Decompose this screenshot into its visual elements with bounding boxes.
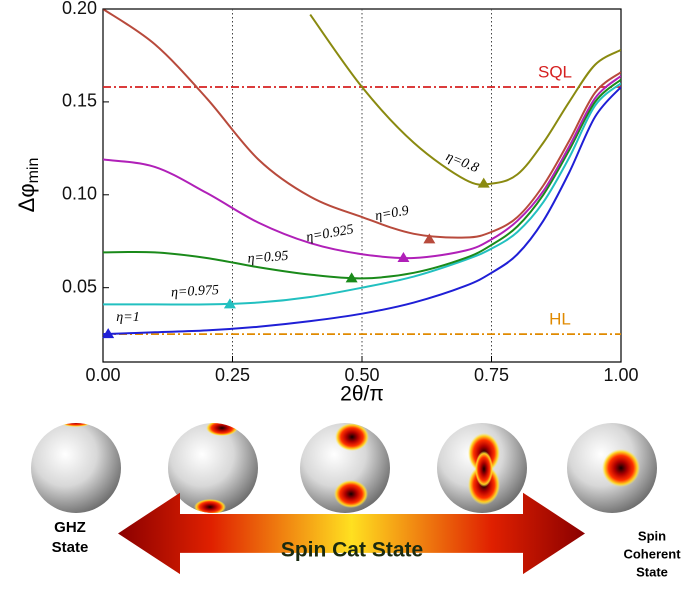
y-axis-label-main: Δφ [14,183,39,212]
curves [103,9,621,336]
sphere [300,423,390,513]
sphere [567,423,657,513]
spheres [31,423,657,513]
left-label: GHZ [54,519,86,536]
series-label: η=0.925 [305,222,355,245]
series-label: η=0.8 [444,149,481,176]
marker [423,233,436,244]
sphere [168,423,258,513]
y-axis-label-sub: min [25,158,42,184]
left-label: State [52,539,89,556]
reference-label: SQL [538,63,572,82]
x-tick-label: 0.00 [85,365,120,385]
y-tick-label: 0.10 [62,184,97,204]
x-tick-label: 0.50 [344,365,379,385]
series-label: η=0.95 [247,249,289,267]
series-line [103,82,621,306]
marker [223,298,236,309]
marker [477,177,490,188]
series-line [103,86,621,336]
center-label: Spin Cat State [281,539,423,562]
reference-label: HL [549,310,571,329]
right-label: Coherent [623,546,681,561]
x-tick-label: 0.75 [474,365,509,385]
series-line [103,75,621,260]
right-label: State [636,564,668,579]
series-line [309,13,621,186]
y-axis-label: Δφmin [14,158,42,213]
series-label: η=0.975 [171,283,220,300]
series-label: η=1 [116,310,139,325]
y-tick-label: 0.20 [62,0,97,18]
sphere [31,423,121,513]
marker [397,251,410,262]
series-line [103,78,621,280]
y-tick-label: 0.05 [62,276,97,296]
plot-area [102,9,621,362]
x-tick-label: 0.25 [215,365,250,385]
right-label: Spin [638,528,666,543]
arrow [118,492,585,575]
x-axis-label: 2θ/π [340,383,384,406]
series-label: η=0.9 [374,203,410,224]
x-tick-label: 1.00 [603,365,638,385]
marker [345,272,358,283]
sphere [437,423,527,513]
y-tick-label: 0.15 [62,91,97,111]
marker [102,328,115,339]
